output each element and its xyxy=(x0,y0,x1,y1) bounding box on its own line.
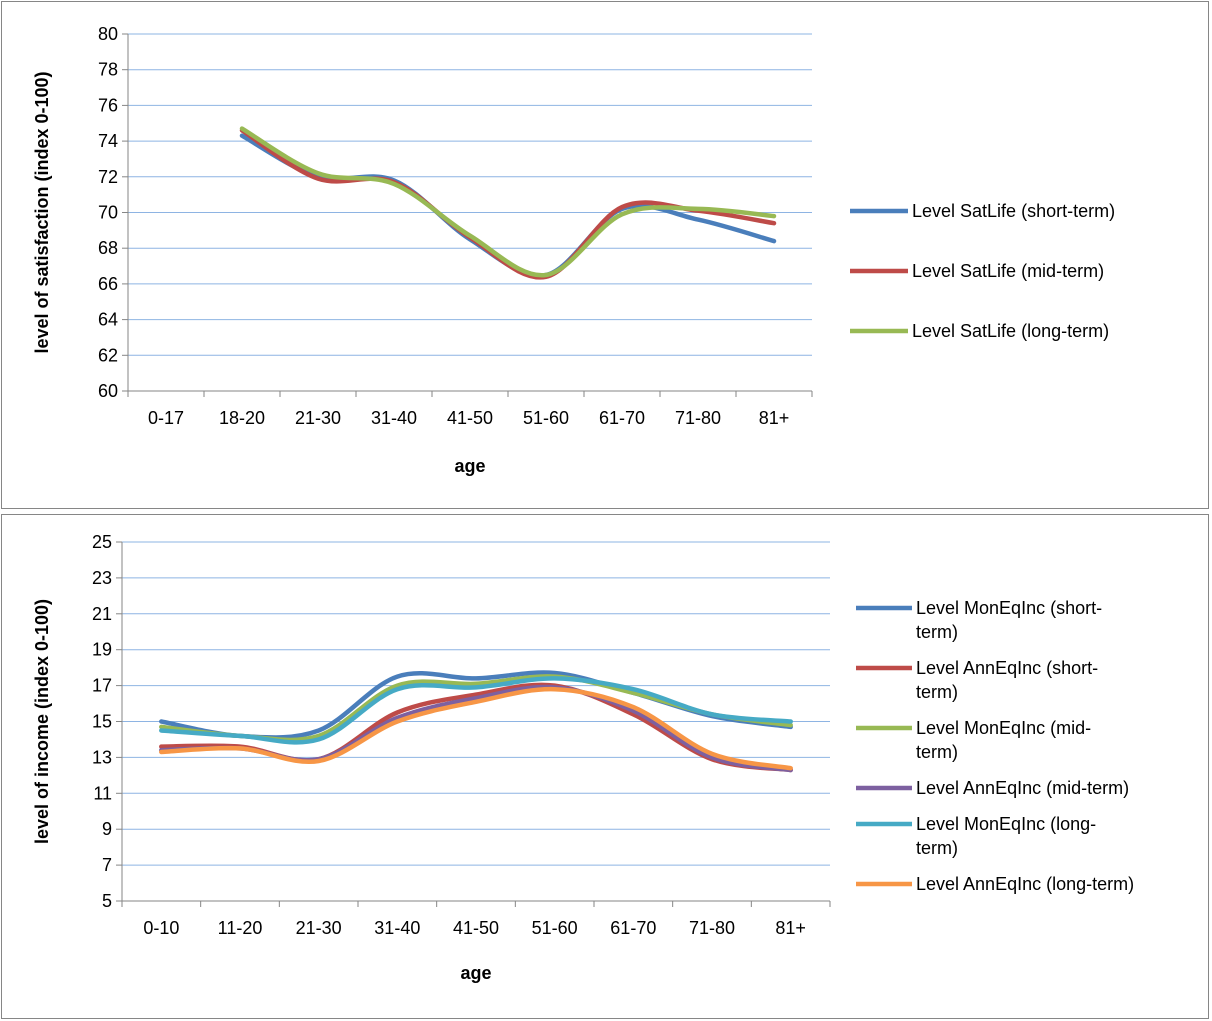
satisfaction-chart: 60 62 64 66 68 70 72 74 76 78 80 0-17 18-20 21-30 31-4… xyxy=(32,24,1115,476)
inc-y-tick-label: 21 xyxy=(92,604,112,624)
sat-x-tick-label: 18-20 xyxy=(219,408,265,428)
sat-x-tick-label: 41-50 xyxy=(447,408,493,428)
sat-y-tick-label: 80 xyxy=(98,24,118,44)
inc-x-axis-title: age xyxy=(460,963,491,983)
inc-legend-label: Level AnnEqInc (short- xyxy=(916,658,1098,678)
inc-legend-label: term) xyxy=(916,622,958,642)
satisfaction-chart-panel: 60 62 64 66 68 70 72 74 76 78 80 0-17 18-20 21-30 31-4… xyxy=(1,1,1209,509)
sat-series-line-2 xyxy=(239,126,777,278)
inc-y-tick-label: 23 xyxy=(92,568,112,588)
inc-x-tick-label: 81+ xyxy=(775,918,806,938)
inc-legend-label: term) xyxy=(916,682,958,702)
inc-legend-label: term) xyxy=(916,838,958,858)
sat-legend-label: Level SatLife (mid-term) xyxy=(912,261,1104,281)
inc-x-tick-label: 0-10 xyxy=(143,918,179,938)
inc-y-tick-label: 11 xyxy=(93,783,112,803)
sat-x-tick-label: 21-30 xyxy=(295,408,341,428)
income-chart-panel: 5 7 9 11 13 15 17 19 21 23 25 0-10 11-20 21-30 31-40 41… xyxy=(1,514,1209,1019)
inc-x-tick-label: 71-80 xyxy=(689,918,735,938)
inc-y-tick-label: 25 xyxy=(92,532,112,552)
sat-series-line-0 xyxy=(239,133,777,278)
inc-x-tick-label: 31-40 xyxy=(374,918,420,938)
inc-legend-label: Level AnnEqInc (long-term) xyxy=(916,874,1134,894)
inc-y-tick-label: 17 xyxy=(92,676,112,696)
sat-y-tick-label: 74 xyxy=(98,131,118,151)
sat-x-tick-label: 51-60 xyxy=(523,408,569,428)
inc-legend-label: term) xyxy=(916,742,958,762)
sat-y-tick-label: 64 xyxy=(98,310,118,330)
sat-y-tick-label: 76 xyxy=(98,95,118,115)
sat-y-tick-label: 66 xyxy=(98,274,118,294)
inc-legend-label: Level AnnEqInc (mid-term) xyxy=(916,778,1129,798)
sat-x-tick-label: 31-40 xyxy=(371,408,417,428)
inc-legend-label: Level MonEqInc (short- xyxy=(916,598,1102,618)
inc-y-tick-label: 9 xyxy=(102,819,112,839)
inc-x-tick-label: 61-70 xyxy=(610,918,656,938)
sat-y-axis-title: level of satisfaction (index 0-100) xyxy=(32,71,52,353)
inc-legend-label: Level MonEqInc (long- xyxy=(916,814,1096,834)
inc-x-tick-label: 41-50 xyxy=(453,918,499,938)
sat-x-axis-title: age xyxy=(454,456,485,476)
inc-series-line-4 xyxy=(159,676,793,745)
sat-x-tick-label: 0-17 xyxy=(148,408,184,428)
sat-y-tick-label: 68 xyxy=(98,238,118,258)
sat-series-line-1 xyxy=(239,128,777,280)
inc-series-line-5 xyxy=(159,686,793,771)
inc-y-axis-title: level of income (index 0-100) xyxy=(32,599,52,844)
sat-y-tick-label: 62 xyxy=(98,345,118,365)
sat-legend-label: Level SatLife (long-term) xyxy=(912,321,1109,341)
sat-x-tick-label: 81+ xyxy=(759,408,790,428)
sat-y-tick-label: 70 xyxy=(98,203,118,223)
inc-y-tick-label: 19 xyxy=(92,640,112,660)
sat-legend-label: Level SatLife (short-term) xyxy=(912,201,1115,221)
inc-x-tick-label: 11-20 xyxy=(218,918,263,938)
inc-y-tick-label: 5 xyxy=(102,891,112,911)
inc-y-tick-label: 13 xyxy=(92,747,112,767)
sat-x-tick-label: 71-80 xyxy=(675,408,721,428)
sat-y-tick-label: 72 xyxy=(98,167,118,187)
inc-y-tick-label: 7 xyxy=(102,855,112,875)
sat-y-tick-label: 78 xyxy=(98,60,118,80)
inc-legend-label: Level MonEqInc (mid- xyxy=(916,718,1091,738)
sat-y-tick-label: 60 xyxy=(98,381,118,401)
inc-x-tick-label: 21-30 xyxy=(296,918,342,938)
inc-y-tick-label: 15 xyxy=(92,712,112,732)
inc-x-tick-label: 51-60 xyxy=(532,918,578,938)
sat-x-tick-label: 61-70 xyxy=(599,408,645,428)
income-chart: 5 7 9 11 13 15 17 19 21 23 25 0-10 11-20 21-30 31-40 41… xyxy=(32,532,1134,983)
